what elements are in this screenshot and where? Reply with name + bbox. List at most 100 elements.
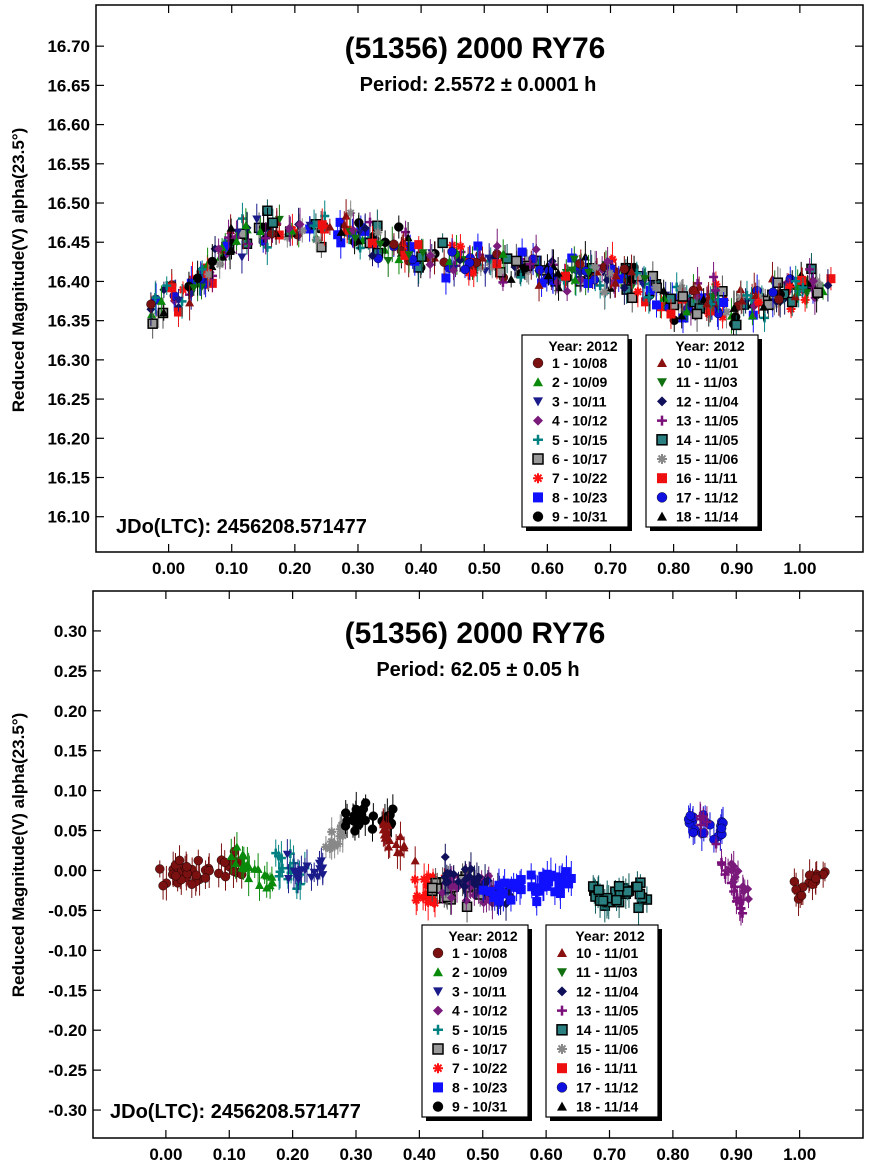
data-point xyxy=(657,358,667,367)
data-point xyxy=(461,895,471,905)
data-point xyxy=(321,842,331,852)
data-point xyxy=(797,275,807,285)
data-point xyxy=(385,835,395,844)
legend-label: 3 - 10/11 xyxy=(452,983,507,999)
data-point xyxy=(533,434,543,445)
data-point xyxy=(295,219,305,229)
x-tick-label: 0.80 xyxy=(657,559,690,578)
data-point xyxy=(267,872,277,881)
data-point xyxy=(388,804,398,814)
data-point xyxy=(447,247,457,257)
data-point xyxy=(702,817,712,827)
data-point xyxy=(454,877,464,887)
data-point xyxy=(557,1101,567,1111)
data-point xyxy=(403,233,413,242)
data-point xyxy=(336,238,346,248)
data-point xyxy=(207,256,218,267)
data-point xyxy=(527,882,537,892)
data-point xyxy=(699,828,709,838)
data-point xyxy=(187,879,197,889)
data-point xyxy=(531,886,541,896)
y-axis-label: Reduced Magnitude(V) alpha(23.5°) xyxy=(9,713,28,998)
data-point xyxy=(735,898,745,908)
data-point xyxy=(754,297,764,307)
y-tick-label: 16.50 xyxy=(47,194,90,213)
data-point xyxy=(731,319,742,331)
data-point xyxy=(297,225,307,235)
legend-label: 9 - 10/31 xyxy=(452,1099,507,1115)
x-tick-label: 0.20 xyxy=(276,1145,309,1164)
data-point xyxy=(466,864,476,874)
data-point xyxy=(610,278,620,287)
data-point xyxy=(533,415,543,426)
data-point xyxy=(632,881,643,893)
y-tick-label: 16.30 xyxy=(47,351,90,370)
data-point xyxy=(224,233,234,243)
data-point xyxy=(395,848,405,857)
data-point xyxy=(657,454,667,464)
data-point xyxy=(300,866,310,875)
legend-label: 7 - 10/22 xyxy=(452,1060,507,1076)
data-point xyxy=(506,880,516,890)
data-point xyxy=(318,871,328,880)
data-point xyxy=(252,215,262,224)
legend-label: 1 - 10/08 xyxy=(552,355,607,371)
data-point xyxy=(174,855,185,866)
data-point xyxy=(736,292,746,302)
data-point xyxy=(619,283,629,293)
data-point xyxy=(335,217,345,227)
data-point xyxy=(506,895,516,905)
data-point xyxy=(552,277,562,287)
data-point xyxy=(603,256,613,266)
data-point xyxy=(325,843,335,853)
data-point xyxy=(204,865,214,876)
data-point xyxy=(360,223,370,233)
legend-label: 5 - 10/15 xyxy=(452,1022,507,1038)
data-point xyxy=(696,293,706,303)
data-point xyxy=(389,239,399,249)
legend-label: 2 - 10/09 xyxy=(452,964,507,980)
legend-label: 14 - 11/05 xyxy=(676,432,738,448)
data-point xyxy=(702,299,712,308)
data-point xyxy=(159,308,169,317)
axes: 0.00 0.10 0.20 0.30 0.40 0.50 0.60 0.70 0.80 0.90… xyxy=(48,591,863,1164)
data-point xyxy=(237,863,247,872)
data-point xyxy=(191,870,202,880)
y-tick-label: 16.70 xyxy=(47,37,90,56)
data-point xyxy=(705,306,715,316)
data-point xyxy=(740,885,750,895)
data-point xyxy=(404,251,414,260)
x-tick-label: 0.50 xyxy=(468,559,501,578)
legend-header: Year: 2012 xyxy=(675,338,744,354)
data-point xyxy=(719,297,729,307)
data-point xyxy=(261,233,271,243)
data-point xyxy=(449,869,459,879)
data-point xyxy=(221,241,231,251)
data-point xyxy=(791,884,801,895)
data-point xyxy=(400,250,410,260)
legend-label: 1 - 10/08 xyxy=(452,945,507,961)
data-point xyxy=(399,843,409,852)
data-point xyxy=(597,895,609,907)
data-point xyxy=(526,870,536,880)
data-point xyxy=(313,873,323,882)
data-point xyxy=(341,808,351,818)
data-point xyxy=(354,229,364,238)
x-tick-label: 0.80 xyxy=(656,1145,689,1164)
data-point xyxy=(295,879,305,889)
legend-label: 6 - 10/17 xyxy=(452,1041,507,1057)
data-point xyxy=(271,848,281,858)
data-point xyxy=(760,313,770,323)
data-point xyxy=(722,307,732,317)
data-point xyxy=(433,1063,443,1074)
data-point xyxy=(796,890,807,901)
legend-label: 9 - 10/31 xyxy=(552,509,607,525)
data-point xyxy=(330,841,340,851)
data-point xyxy=(274,871,284,881)
data-point xyxy=(276,853,286,863)
chart-subtitle: Period: 62.05 ± 0.05 h xyxy=(376,659,579,681)
data-point xyxy=(452,883,462,893)
x-tick-label: 1.00 xyxy=(783,559,816,578)
data-point xyxy=(768,287,778,297)
x-tick-label: 0.30 xyxy=(341,559,374,578)
